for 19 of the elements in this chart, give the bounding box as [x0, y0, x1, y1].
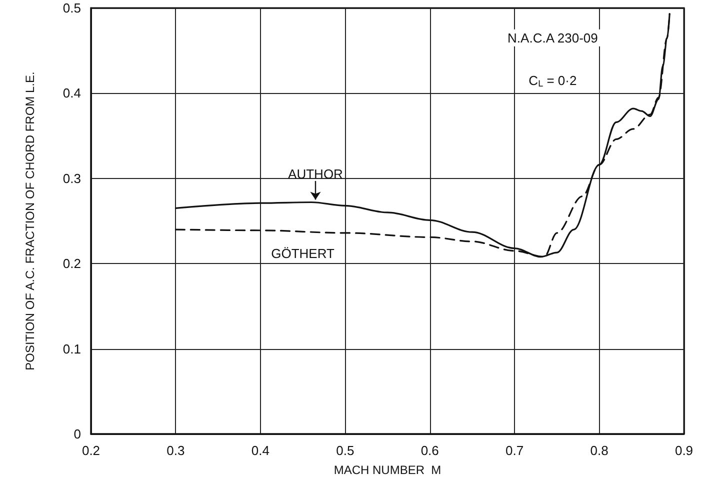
y-tick-label: 0.1: [62, 341, 81, 356]
series-label: AUTHOR: [288, 166, 343, 182]
x-tick-label: 0.4: [251, 443, 270, 458]
y-tick-label: 0.2: [62, 256, 81, 272]
x-tick-label: 0.6: [420, 443, 439, 458]
y-tick-label: 0.5: [62, 0, 81, 16]
x-tick-label: 0.2: [82, 443, 100, 458]
series-label: GÖTHERT: [271, 246, 334, 261]
x-axis-title: MACH NUMBER M: [334, 463, 442, 477]
x-tick-label: 0.5: [336, 443, 354, 458]
y-tick-label: 0.3: [62, 170, 81, 186]
x-tick-label: 0.8: [590, 443, 608, 458]
x-tick-label: 0.9: [674, 443, 694, 458]
y-axis-title: POSITION OF A.C. FRACTION OF CHORD FROM L.E.: [23, 72, 37, 370]
x-tick-label: 0.7: [506, 443, 524, 458]
x-tick-label: 0.3: [166, 443, 185, 458]
y-tick-label: 0.4: [62, 86, 81, 101]
y-tick-label: 0: [74, 426, 81, 442]
annotation: N.A.C.A 230-09: [508, 30, 598, 46]
